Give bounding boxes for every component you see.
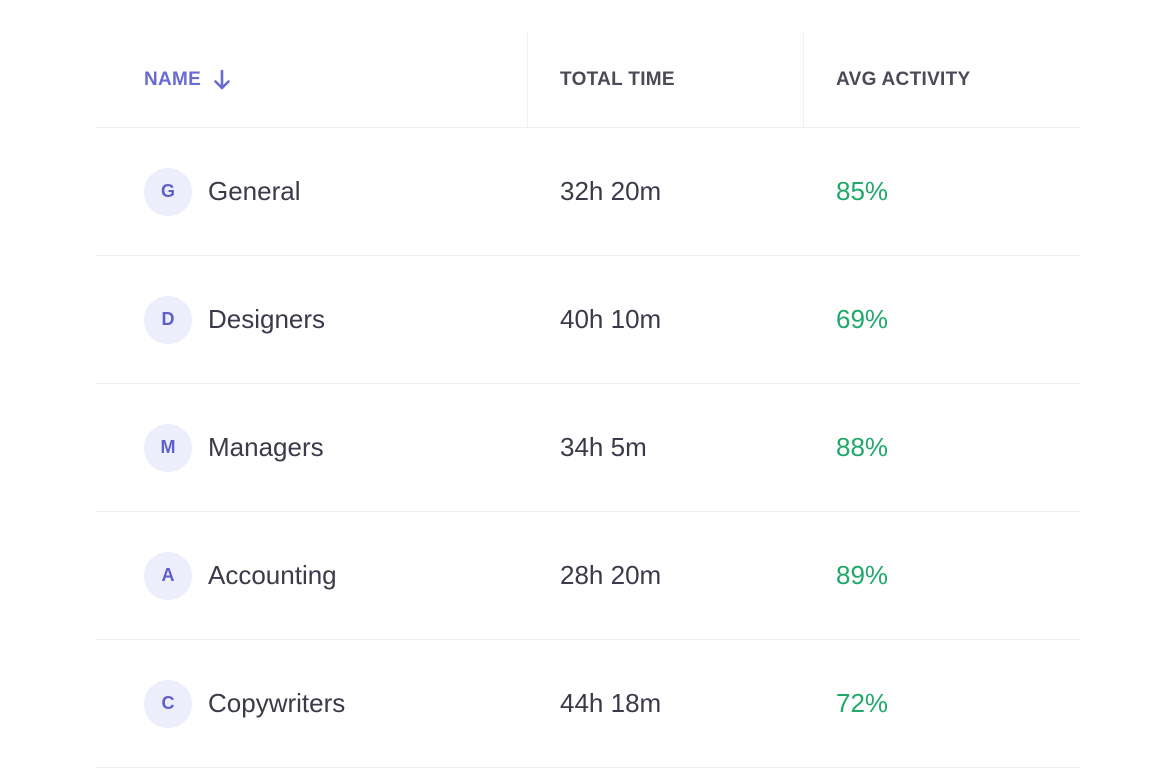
total-time: 28h 20m xyxy=(560,560,662,590)
column-divider xyxy=(527,32,528,127)
avg-activity: 72% xyxy=(836,688,889,718)
team-name-cell: D Designers xyxy=(144,256,325,383)
team-name-cell: G General xyxy=(144,128,301,255)
team-name: Designers xyxy=(208,304,326,334)
total-time: 34h 5m xyxy=(560,432,647,462)
table-row[interactable]: C Copywriters 44h 18m 72% xyxy=(96,640,1080,768)
team-name-cell: M Managers xyxy=(144,384,324,511)
column-header-total-time[interactable]: TOTAL TIME xyxy=(560,32,675,127)
avatar: M xyxy=(144,423,192,472)
team-name: Copywriters xyxy=(208,688,346,718)
table-header: NAME TOTAL TIME AVG ACTIVITY xyxy=(96,32,1080,128)
column-header-avg-activity[interactable]: AVG ACTIVITY xyxy=(836,32,971,127)
avg-activity: 85% xyxy=(836,176,889,206)
team-name-cell: A Accounting xyxy=(144,512,337,639)
avg-activity: 89% xyxy=(836,560,889,590)
avatar: C xyxy=(144,679,192,728)
column-header-name[interactable]: NAME xyxy=(144,32,232,127)
team-name-cell: C Copywriters xyxy=(144,640,345,767)
team-name: Accounting xyxy=(208,560,337,590)
team-name: General xyxy=(208,176,301,206)
total-time: 44h 18m xyxy=(560,688,662,718)
avatar: A xyxy=(144,551,192,600)
column-header-total-time-label: TOTAL TIME xyxy=(560,68,675,90)
avatar: G xyxy=(144,167,192,216)
column-header-name-label: NAME xyxy=(144,68,202,90)
total-time: 32h 20m xyxy=(560,176,662,206)
avatar: D xyxy=(144,295,192,344)
column-divider xyxy=(803,32,804,127)
avg-activity: 69% xyxy=(836,304,889,334)
table-row[interactable]: M Managers 34h 5m 88% xyxy=(96,384,1080,512)
team-name: Managers xyxy=(208,432,324,462)
teams-table: NAME TOTAL TIME AVG ACTIVITY G General 3… xyxy=(96,32,1080,768)
arrow-down-icon[interactable] xyxy=(212,69,232,91)
column-header-avg-activity-label: AVG ACTIVITY xyxy=(836,68,971,90)
total-time: 40h 10m xyxy=(560,304,662,334)
table-row[interactable]: A Accounting 28h 20m 89% xyxy=(96,512,1080,640)
table-row[interactable]: D Designers 40h 10m 69% xyxy=(96,256,1080,384)
table-row[interactable]: G General 32h 20m 85% xyxy=(96,128,1080,256)
avg-activity: 88% xyxy=(836,432,889,462)
